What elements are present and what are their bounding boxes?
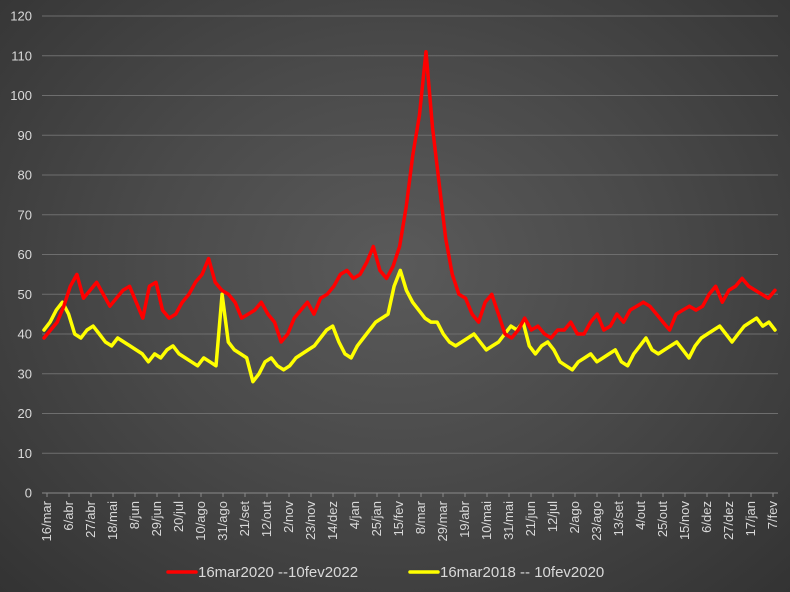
y-tick-label: 70 <box>18 207 32 222</box>
x-tick-label: 29/jun <box>149 501 164 536</box>
grid-lines <box>42 15 778 494</box>
y-tick-label: 20 <box>18 406 32 421</box>
x-tick-label: 8/jun <box>127 501 142 529</box>
x-tick-label: 7/fev <box>765 501 780 530</box>
series-line-1 <box>42 268 777 384</box>
legend-label-1: 16mar2018 -- 10fev2020 <box>440 564 604 581</box>
x-tick-label: 21/jun <box>523 501 538 536</box>
y-tick-label: 120 <box>10 9 32 24</box>
x-tick-label: 10/ago <box>193 501 208 541</box>
x-tick-label: 15/fev <box>391 501 406 537</box>
y-tick-label: 30 <box>18 366 32 381</box>
x-tick-label: 21/set <box>237 501 252 537</box>
x-tick-label: 2/nov <box>281 501 296 533</box>
x-tick-label: 23/nov <box>303 501 318 541</box>
y-axis-ticks: 0 10 20 30 40 50 60 70 80 90 100 110 120 <box>10 9 32 501</box>
y-tick-label: 100 <box>10 88 32 103</box>
x-tick-label: 25/out <box>655 501 670 538</box>
x-tick-label: 23/ago <box>589 501 604 541</box>
x-tick-label: 18/mai <box>105 501 120 540</box>
legend: 16mar2020 --10fev2022 16mar2018 -- 10fev2… <box>166 564 604 581</box>
x-tick-label: 25/jan <box>369 501 384 536</box>
x-tick-label: 14/dez <box>325 501 340 540</box>
x-tick-label: 6/abr <box>61 500 76 530</box>
x-tick-label: 27/dez <box>721 501 736 540</box>
y-tick-label: 80 <box>18 168 32 183</box>
x-tick-label: 4/jan <box>347 501 362 529</box>
y-tick-label: 0 <box>25 486 32 501</box>
y-tick-label: 10 <box>18 446 32 461</box>
y-tick-label: 90 <box>18 128 32 143</box>
x-tick-label: 27/abr <box>83 500 98 538</box>
x-tick-label: 12/jul <box>545 501 560 532</box>
x-tick-label: 16/mar <box>39 500 54 541</box>
x-tick-label: 6/dez <box>699 501 714 533</box>
x-tick-label: 31/ago <box>215 501 230 541</box>
series-line-0 <box>42 50 777 344</box>
y-tick-label: 40 <box>18 327 32 342</box>
x-tick-label: 12/out <box>259 501 274 538</box>
x-tick-label: 4/out <box>633 501 648 530</box>
x-tick-label: 10/mai <box>479 501 494 540</box>
x-tick-label: 19/abr <box>457 500 472 538</box>
x-tick-label: 31/mai <box>501 501 516 540</box>
x-tick-label: 29/mar <box>435 500 450 541</box>
legend-label-0: 16mar2020 --10fev2022 <box>198 564 358 581</box>
series-lines <box>42 50 777 384</box>
x-tick-label: 15/nov <box>677 501 692 541</box>
x-tick-label: 13/set <box>611 501 626 537</box>
y-tick-label: 60 <box>18 247 32 262</box>
x-axis-ticks: 16/mar 6/abr 27/abr 18/mai 8/jun 29/jun 20/jul… <box>39 493 780 541</box>
y-tick-label: 50 <box>18 287 32 302</box>
x-tick-label: 2/ago <box>567 501 582 534</box>
x-tick-label: 20/jul <box>171 501 186 532</box>
y-tick-label: 110 <box>11 48 32 63</box>
x-tick-label: 17/jan <box>743 501 758 536</box>
x-tick-label: 8/mar <box>413 500 428 534</box>
